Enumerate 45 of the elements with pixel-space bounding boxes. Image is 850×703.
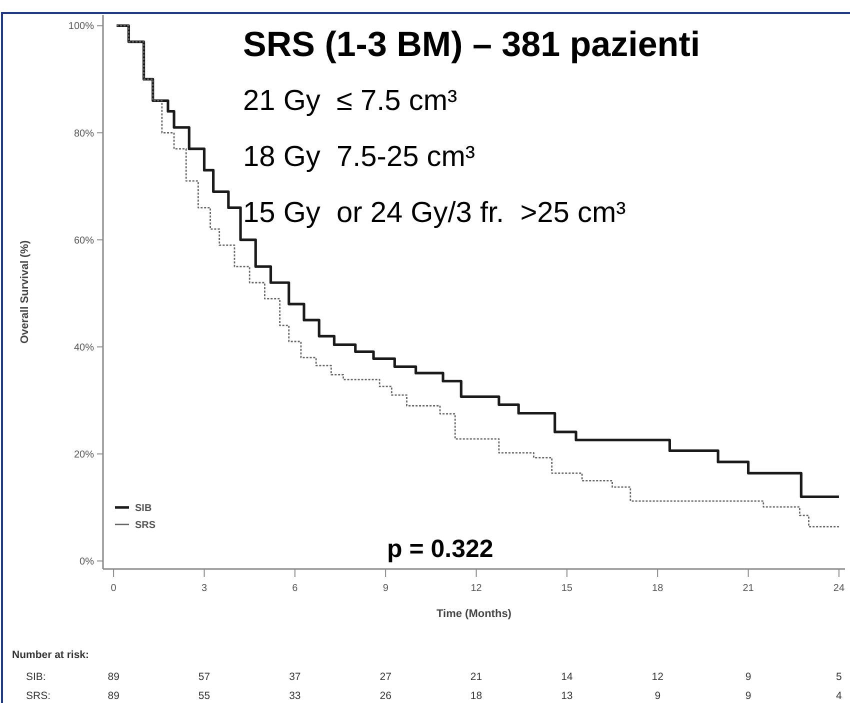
text: 14 — [561, 671, 573, 683]
text: 55 — [198, 690, 210, 702]
y-tick-label: 80% — [74, 128, 94, 140]
x-tick-label: 12 — [470, 583, 482, 594]
x-tick-label: 15 — [561, 583, 573, 594]
annotation: p = 0.322 — [387, 535, 494, 563]
x-tick-label: 3 — [201, 583, 208, 594]
text: 33 — [289, 690, 301, 702]
text: 27 — [380, 671, 392, 683]
x-tick-label: 21 — [742, 583, 754, 594]
text: 89 — [108, 671, 120, 683]
text: 5 — [836, 671, 842, 683]
x-tick-label: 0 — [110, 583, 117, 594]
legend-label: SRS — [135, 520, 156, 531]
annotation: 18 Gy 7.5-25 cm³ — [243, 141, 476, 173]
text: 21 — [470, 671, 482, 683]
text: 26 — [380, 690, 392, 702]
chart-title: SRS (1-3 BM) – 381 pazienti — [243, 25, 700, 64]
x-axis-title: Time (Months) — [436, 608, 512, 620]
text: Number at risk: — [12, 649, 90, 661]
text: 4 — [836, 690, 842, 702]
x-tick-label: 24 — [833, 583, 845, 594]
text: 18 — [470, 690, 482, 702]
legend-label: SIB — [135, 502, 152, 514]
text: 57 — [198, 671, 210, 683]
annotation: 15 Gy or 24 Gy/3 fr. >25 cm³ — [243, 197, 626, 229]
y-tick-label: 0% — [80, 556, 94, 568]
y-tick-label: 40% — [74, 342, 94, 354]
y-tick-label: 100% — [68, 21, 94, 32]
x-tick-label: 18 — [652, 583, 664, 594]
text: 9 — [654, 690, 661, 702]
text: SRS: — [26, 690, 51, 702]
text: 9 — [745, 671, 752, 683]
text: 37 — [289, 671, 301, 683]
text: 13 — [561, 690, 573, 702]
text: 12 — [652, 671, 664, 683]
annotation: 21 Gy ≤ 7.5 cm³ — [243, 85, 458, 117]
y-tick-label: 20% — [74, 449, 94, 460]
y-axis-title: Overall Survival (%) — [19, 240, 31, 344]
text: 9 — [745, 690, 752, 702]
x-tick-label: 6 — [292, 583, 298, 594]
y-tick-label: 60% — [74, 235, 94, 246]
text: SIB: — [26, 671, 46, 683]
x-tick-label: 9 — [382, 583, 389, 594]
text: 89 — [108, 690, 120, 702]
